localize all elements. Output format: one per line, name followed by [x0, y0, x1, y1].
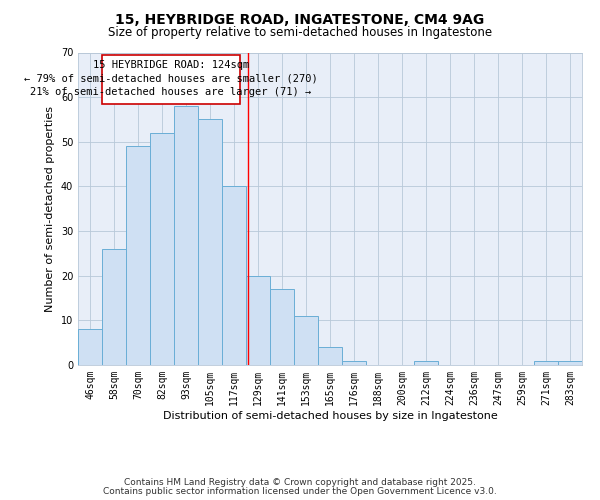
Text: Size of property relative to semi-detached houses in Ingatestone: Size of property relative to semi-detach… [108, 26, 492, 39]
Bar [294, 316, 318, 365]
Bar [318, 347, 342, 365]
Bar [174, 106, 198, 365]
Text: 15, HEYBRIDGE ROAD, INGATESTONE, CM4 9AG: 15, HEYBRIDGE ROAD, INGATESTONE, CM4 9AG [115, 12, 485, 26]
Bar [102, 249, 126, 365]
Bar [246, 276, 270, 365]
Bar [198, 120, 222, 365]
Bar [414, 360, 438, 365]
Bar [78, 330, 102, 365]
Text: Contains HM Land Registry data © Crown copyright and database right 2025.: Contains HM Land Registry data © Crown c… [124, 478, 476, 487]
X-axis label: Distribution of semi-detached houses by size in Ingatestone: Distribution of semi-detached houses by … [163, 410, 497, 420]
Bar [126, 146, 150, 365]
Bar [222, 186, 246, 365]
FancyBboxPatch shape [102, 54, 240, 104]
Text: 21% of semi-detached houses are larger (71) →: 21% of semi-detached houses are larger (… [31, 88, 311, 98]
Y-axis label: Number of semi-detached properties: Number of semi-detached properties [45, 106, 55, 312]
Bar [534, 360, 558, 365]
Bar [150, 133, 174, 365]
Bar [342, 360, 366, 365]
Bar [270, 289, 294, 365]
Bar [558, 360, 582, 365]
Text: ← 79% of semi-detached houses are smaller (270): ← 79% of semi-detached houses are smalle… [24, 74, 318, 84]
Text: 15 HEYBRIDGE ROAD: 124sqm: 15 HEYBRIDGE ROAD: 124sqm [93, 60, 249, 70]
Text: Contains public sector information licensed under the Open Government Licence v3: Contains public sector information licen… [103, 487, 497, 496]
